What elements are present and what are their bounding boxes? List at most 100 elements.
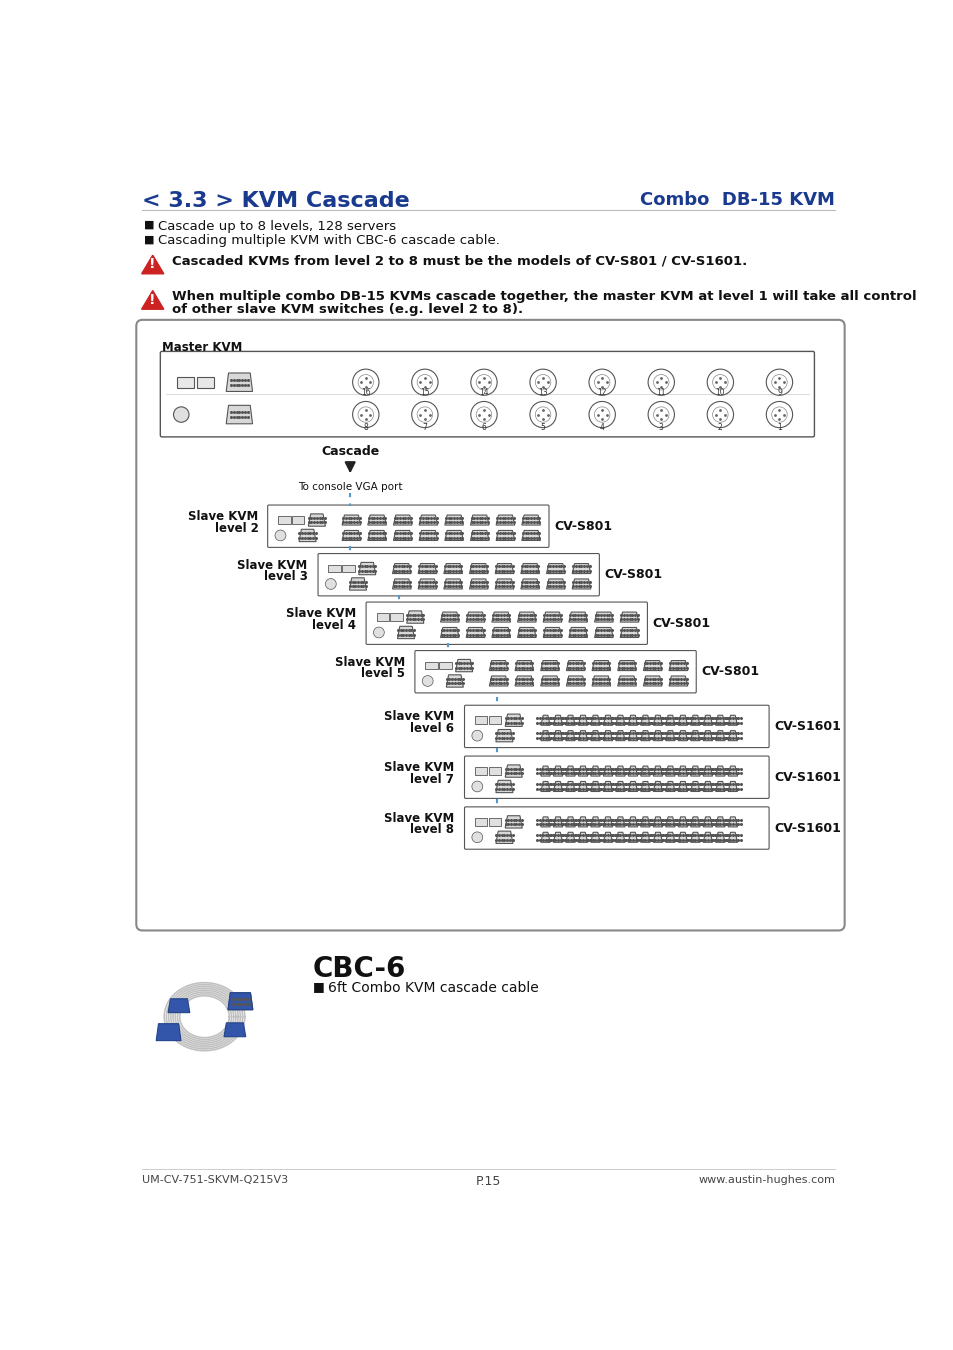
- FancyBboxPatch shape: [366, 602, 647, 644]
- Polygon shape: [226, 405, 253, 424]
- Polygon shape: [520, 563, 538, 574]
- Circle shape: [529, 401, 556, 428]
- Polygon shape: [540, 833, 550, 842]
- Polygon shape: [495, 579, 514, 589]
- Polygon shape: [565, 716, 575, 725]
- Polygon shape: [393, 516, 412, 525]
- Bar: [488, 717, 500, 724]
- Polygon shape: [727, 817, 737, 828]
- Polygon shape: [492, 628, 510, 637]
- Polygon shape: [542, 612, 561, 622]
- Polygon shape: [616, 782, 624, 791]
- Text: CBC-6: CBC-6: [313, 954, 406, 983]
- Bar: [475, 717, 487, 724]
- Text: 11: 11: [656, 389, 665, 397]
- Polygon shape: [540, 660, 558, 671]
- Polygon shape: [168, 999, 190, 1012]
- Circle shape: [373, 628, 384, 637]
- Bar: [439, 662, 452, 670]
- Text: CV-S801: CV-S801: [700, 666, 759, 678]
- Text: < 3.3 > KVM Cascade: < 3.3 > KVM Cascade: [142, 192, 410, 211]
- Text: 10: 10: [715, 389, 724, 397]
- Text: Slave KVM: Slave KVM: [383, 811, 454, 825]
- Polygon shape: [228, 992, 253, 1010]
- Polygon shape: [578, 817, 587, 828]
- FancyBboxPatch shape: [268, 505, 548, 547]
- Polygon shape: [546, 579, 564, 589]
- Text: level 7: level 7: [410, 772, 454, 786]
- Polygon shape: [540, 676, 558, 686]
- Text: !: !: [150, 258, 156, 271]
- Bar: [342, 564, 355, 572]
- Text: level 3: level 3: [263, 570, 307, 583]
- Text: CV-S1601: CV-S1601: [773, 720, 841, 733]
- Polygon shape: [616, 765, 624, 776]
- Bar: [177, 377, 194, 387]
- Polygon shape: [578, 782, 587, 791]
- Polygon shape: [542, 628, 561, 637]
- Polygon shape: [653, 817, 662, 828]
- Polygon shape: [642, 660, 661, 671]
- Polygon shape: [368, 516, 386, 525]
- Text: Slave KVM: Slave KVM: [383, 710, 454, 724]
- Circle shape: [588, 401, 615, 428]
- Text: 12: 12: [597, 389, 606, 397]
- Polygon shape: [653, 833, 662, 842]
- Polygon shape: [715, 817, 724, 828]
- Polygon shape: [602, 782, 612, 791]
- Text: When multiple combo DB-15 KVMs cascade together, the master KVM at level 1 will : When multiple combo DB-15 KVMs cascade t…: [172, 290, 916, 302]
- Circle shape: [274, 531, 286, 541]
- Polygon shape: [702, 730, 712, 741]
- Circle shape: [353, 401, 378, 428]
- Polygon shape: [678, 716, 687, 725]
- Text: 7: 7: [422, 423, 427, 432]
- Text: ■: ■: [144, 220, 154, 230]
- Polygon shape: [443, 563, 462, 574]
- Bar: [475, 818, 487, 826]
- Text: level 4: level 4: [312, 618, 356, 632]
- Polygon shape: [228, 992, 253, 1010]
- FancyBboxPatch shape: [464, 705, 768, 748]
- Polygon shape: [590, 782, 599, 791]
- Polygon shape: [702, 833, 712, 842]
- Polygon shape: [690, 765, 700, 776]
- Polygon shape: [521, 531, 539, 540]
- Circle shape: [706, 401, 733, 428]
- Polygon shape: [368, 531, 386, 540]
- Polygon shape: [578, 730, 587, 741]
- Circle shape: [472, 832, 482, 842]
- Polygon shape: [578, 716, 587, 725]
- Text: 16: 16: [360, 389, 370, 397]
- Polygon shape: [665, 716, 675, 725]
- Polygon shape: [417, 579, 436, 589]
- Polygon shape: [226, 373, 253, 391]
- Circle shape: [472, 782, 482, 792]
- Polygon shape: [517, 628, 536, 637]
- Polygon shape: [342, 516, 360, 525]
- Polygon shape: [640, 833, 649, 842]
- Polygon shape: [489, 676, 507, 686]
- Polygon shape: [505, 714, 521, 726]
- Text: CV-S1601: CV-S1601: [773, 822, 841, 834]
- Polygon shape: [540, 782, 550, 791]
- Polygon shape: [616, 817, 624, 828]
- Polygon shape: [665, 833, 675, 842]
- Text: ■: ■: [144, 235, 154, 244]
- Polygon shape: [619, 612, 639, 622]
- Polygon shape: [628, 765, 637, 776]
- Text: Slave KVM: Slave KVM: [286, 608, 356, 620]
- Polygon shape: [690, 716, 700, 725]
- Polygon shape: [358, 563, 375, 575]
- Bar: [328, 564, 340, 572]
- Text: Slave KVM: Slave KVM: [189, 510, 258, 522]
- Polygon shape: [665, 782, 675, 791]
- Polygon shape: [678, 782, 687, 791]
- Polygon shape: [653, 765, 662, 776]
- Polygon shape: [653, 730, 662, 741]
- Polygon shape: [572, 563, 590, 574]
- Polygon shape: [496, 531, 515, 540]
- Text: CV-S801: CV-S801: [604, 568, 661, 582]
- FancyBboxPatch shape: [464, 756, 768, 798]
- Bar: [488, 818, 500, 826]
- Polygon shape: [602, 730, 612, 741]
